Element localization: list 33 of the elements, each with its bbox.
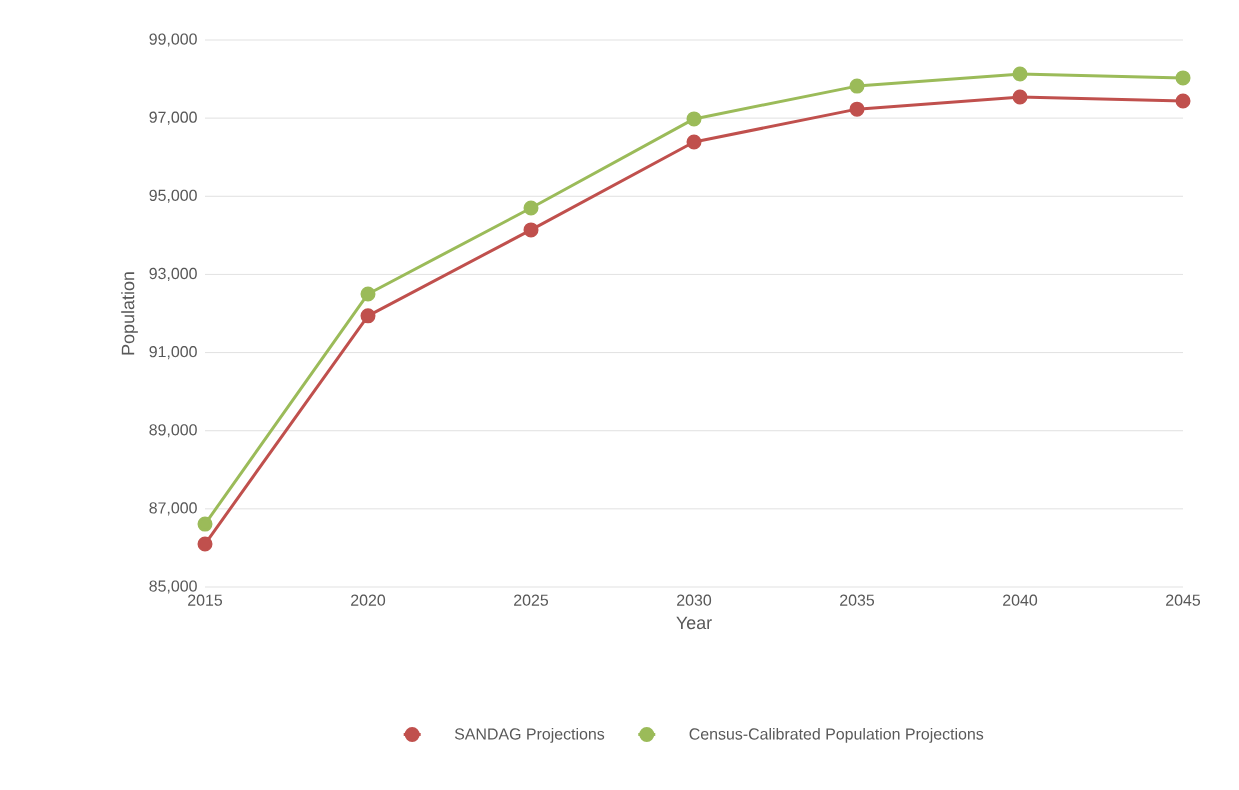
y-tick-label: 87,000	[149, 502, 197, 516]
point	[849, 101, 865, 117]
x-tick-label: 2045	[1166, 594, 1201, 606]
point	[849, 78, 865, 94]
point	[523, 200, 539, 216]
y-tick-label: 97,000	[149, 111, 197, 125]
point	[1012, 66, 1028, 82]
y-tick-label: 91,000	[149, 345, 197, 360]
x-tick-label: 2015	[188, 594, 223, 606]
point	[197, 516, 213, 532]
x-tick-label: 2030	[677, 594, 712, 606]
y-tick-label: 93,000	[149, 267, 197, 281]
point	[686, 111, 702, 127]
point	[1012, 89, 1028, 105]
legend-label: SANDAG Projections	[454, 727, 605, 743]
point	[686, 134, 702, 150]
point	[360, 286, 376, 302]
point	[360, 308, 376, 324]
legend-label: Census-Calibrated Population Projections	[689, 727, 984, 743]
y-tick-label: 99,000	[149, 33, 197, 47]
y-tick-label: 85,000	[149, 580, 197, 594]
x-tick-label: 2020	[351, 594, 386, 606]
point	[197, 536, 213, 552]
y-tick-label: 89,000	[149, 424, 197, 438]
x-tick-label: 2025	[514, 594, 549, 606]
x-axis-title: Year	[676, 616, 712, 630]
x-tick-label: 2040	[1003, 594, 1038, 606]
point	[1175, 70, 1191, 86]
y-axis-title: Population	[121, 272, 138, 355]
y-tick-label: 95,000	[149, 189, 197, 203]
x-tick-label: 2035	[840, 594, 875, 606]
point	[523, 222, 539, 238]
point	[1175, 93, 1191, 109]
